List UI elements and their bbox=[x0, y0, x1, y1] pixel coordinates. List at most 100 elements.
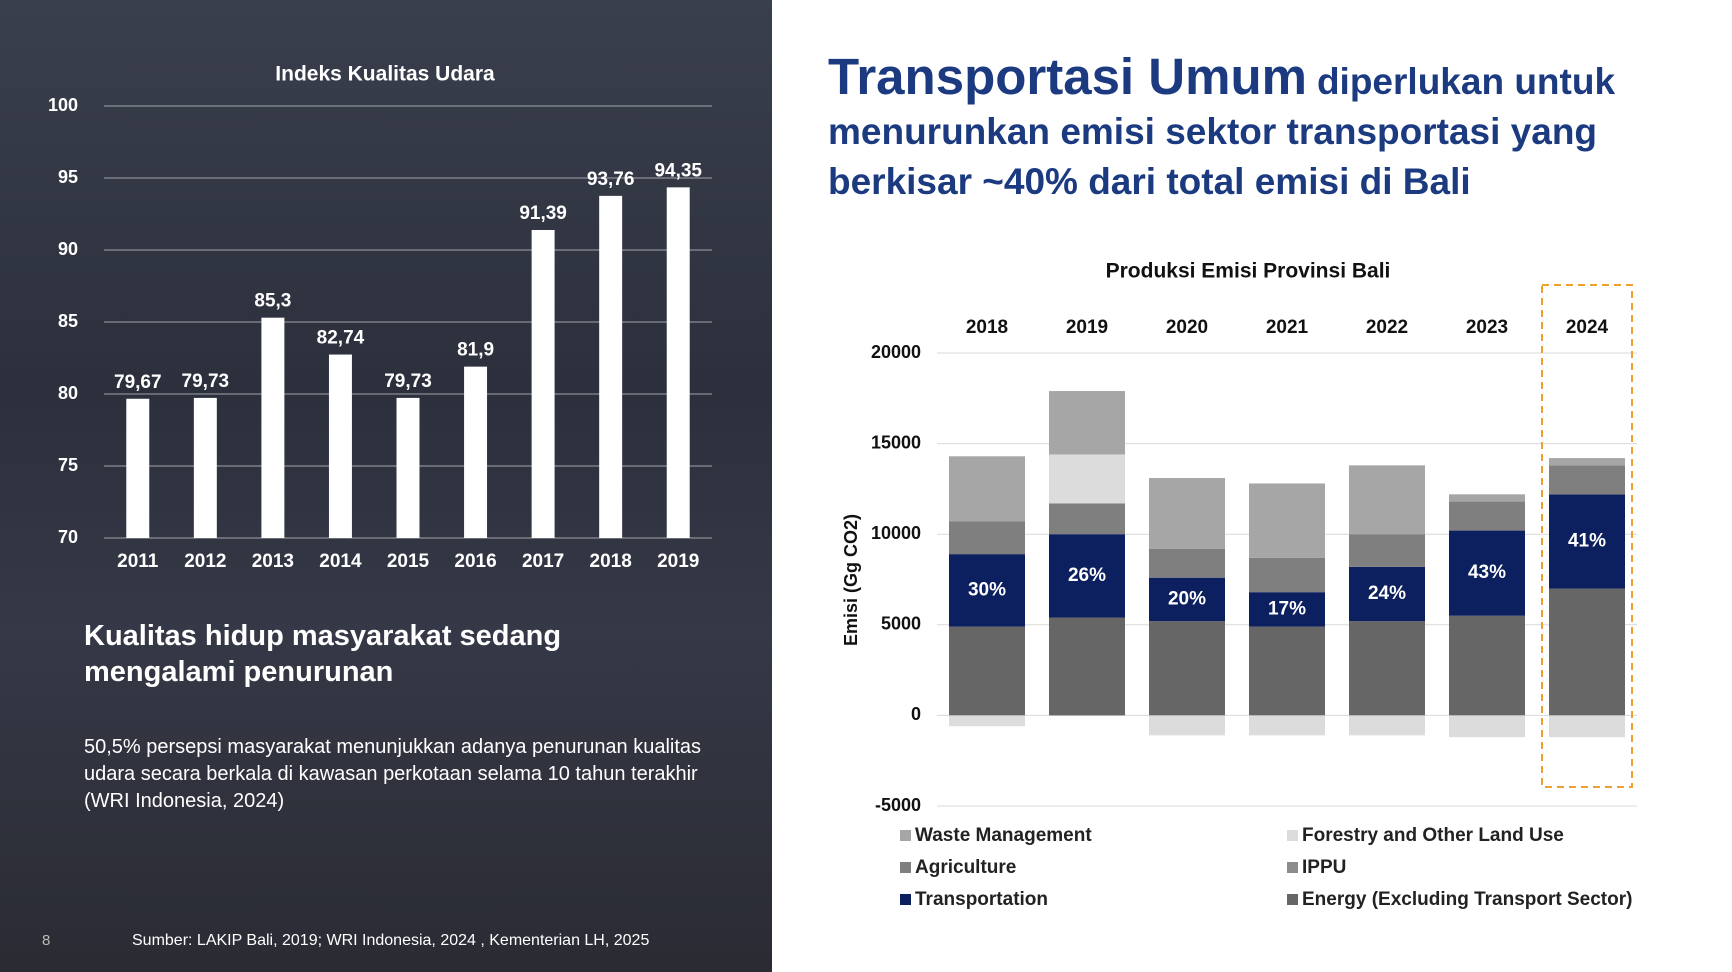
bar-segment bbox=[1049, 391, 1125, 455]
bar-segment bbox=[1449, 530, 1525, 616]
headline-emphasis: Transportasi Umum bbox=[828, 48, 1307, 105]
chart-title: Indeks Kualitas Udara bbox=[275, 63, 495, 86]
value-label: 91,39 bbox=[519, 203, 567, 224]
x-tick-label: 2024 bbox=[1566, 317, 1609, 338]
bar-segment bbox=[1449, 715, 1525, 738]
share-label: 17% bbox=[1268, 598, 1306, 619]
legend-label: Agriculture bbox=[915, 857, 1016, 878]
value-label: 85,3 bbox=[254, 291, 291, 312]
x-tick-label: 2013 bbox=[252, 551, 294, 572]
bar-segment bbox=[1549, 465, 1625, 495]
bar-segment bbox=[1249, 592, 1325, 627]
x-tick-label: 2019 bbox=[657, 551, 699, 572]
bar-segment bbox=[1149, 621, 1225, 716]
value-label: 79,73 bbox=[384, 371, 432, 392]
headline: Transportasi Umum diperlukan untuk menuru… bbox=[828, 51, 1708, 207]
bar-segment bbox=[1449, 494, 1525, 502]
bar-segment bbox=[1049, 503, 1125, 535]
x-tick-label: 2012 bbox=[184, 551, 226, 572]
share-label: 30% bbox=[968, 579, 1006, 600]
left-body: 50,5% persepsi masyarakat menunjukkan ad… bbox=[84, 736, 702, 812]
y-tick-label: 90 bbox=[58, 239, 78, 259]
value-label: 79,67 bbox=[114, 372, 162, 393]
bar-segment bbox=[1249, 626, 1325, 716]
bar bbox=[261, 317, 285, 538]
bar bbox=[666, 187, 690, 539]
y-tick-label: 80 bbox=[58, 383, 78, 403]
legend-swatch bbox=[1287, 862, 1298, 873]
y-tick-label: 85 bbox=[58, 311, 78, 331]
bar bbox=[464, 366, 488, 538]
x-tick-label: 2011 bbox=[117, 551, 159, 572]
x-tick-label: 2018 bbox=[966, 317, 1008, 338]
bar-segment bbox=[1149, 478, 1225, 549]
bar-segment bbox=[1149, 577, 1225, 622]
value-label: 93,76 bbox=[587, 169, 635, 190]
y-tick-label: 20000 bbox=[871, 342, 921, 362]
bar-segment bbox=[949, 521, 1025, 555]
bar-segment bbox=[1449, 501, 1525, 531]
bar-segment bbox=[1049, 534, 1125, 618]
bar-segment bbox=[1249, 715, 1325, 736]
legend-label: Forestry and Other Land Use bbox=[1302, 825, 1564, 846]
x-tick-label: 2016 bbox=[454, 551, 496, 572]
chart-title: Produksi Emisi Provinsi Bali bbox=[1106, 260, 1391, 283]
y-tick-label: 95 bbox=[58, 167, 78, 187]
bar bbox=[599, 195, 623, 538]
bar-segment bbox=[1249, 483, 1325, 558]
x-tick-label: 2021 bbox=[1266, 317, 1309, 338]
bar bbox=[193, 397, 217, 538]
bar-segment bbox=[1349, 566, 1425, 622]
bar bbox=[126, 398, 150, 538]
bar bbox=[328, 354, 352, 538]
legend-swatch bbox=[1287, 894, 1298, 905]
x-tick-label: 2015 bbox=[387, 551, 430, 572]
bar bbox=[396, 397, 420, 538]
page-number: 8 bbox=[42, 932, 51, 949]
bar-segment bbox=[1149, 548, 1225, 578]
y-tick-label: 70 bbox=[58, 527, 78, 547]
highlight-box bbox=[1541, 284, 1633, 788]
x-tick-label: 2018 bbox=[590, 551, 632, 572]
y-tick-label: 10000 bbox=[871, 523, 921, 543]
legend-label: Transportation bbox=[915, 889, 1048, 910]
bar-segment bbox=[949, 626, 1025, 716]
legend-label: Energy (Excluding Transport Sector) bbox=[1302, 889, 1632, 910]
y-tick-label: 5000 bbox=[881, 614, 921, 634]
value-label: 79,73 bbox=[182, 371, 230, 392]
left-heading: Kualitas hidup masyarakat sedang mengala… bbox=[84, 620, 562, 688]
x-tick-label: 2023 bbox=[1466, 317, 1508, 338]
x-tick-label: 2019 bbox=[1066, 317, 1108, 338]
bar-segment bbox=[949, 456, 1025, 522]
bar-segment bbox=[1049, 617, 1125, 716]
bar-segment bbox=[1349, 715, 1425, 736]
bar-segment bbox=[1249, 557, 1325, 593]
share-label: 43% bbox=[1468, 562, 1506, 583]
legend-swatch bbox=[900, 894, 911, 905]
share-label: 41% bbox=[1568, 530, 1606, 551]
bar-segment bbox=[949, 715, 1025, 727]
bar-segment bbox=[1549, 494, 1625, 589]
y-tick-label: 15000 bbox=[871, 432, 921, 452]
x-tick-label: 2022 bbox=[1366, 317, 1408, 338]
bar-segment bbox=[1549, 715, 1625, 738]
bar-segment bbox=[1149, 715, 1225, 736]
bar-segment bbox=[1549, 458, 1625, 466]
share-label: 20% bbox=[1168, 588, 1206, 609]
legend-swatch bbox=[900, 862, 911, 873]
x-tick-label: 2014 bbox=[319, 551, 362, 572]
bar-segment bbox=[949, 554, 1025, 627]
bar-segment bbox=[1549, 588, 1625, 716]
legend-swatch bbox=[900, 830, 911, 841]
x-tick-label: 2020 bbox=[1166, 317, 1208, 338]
share-label: 24% bbox=[1368, 583, 1406, 604]
y-tick-label: 100 bbox=[48, 95, 78, 115]
bar bbox=[531, 229, 555, 538]
bar-segment bbox=[1349, 465, 1425, 535]
bar-segment bbox=[1349, 534, 1425, 567]
y-axis-label: Emisi (Gg CO2) bbox=[841, 514, 861, 646]
share-label: 26% bbox=[1068, 565, 1106, 586]
legend-label: IPPU bbox=[1302, 857, 1346, 878]
